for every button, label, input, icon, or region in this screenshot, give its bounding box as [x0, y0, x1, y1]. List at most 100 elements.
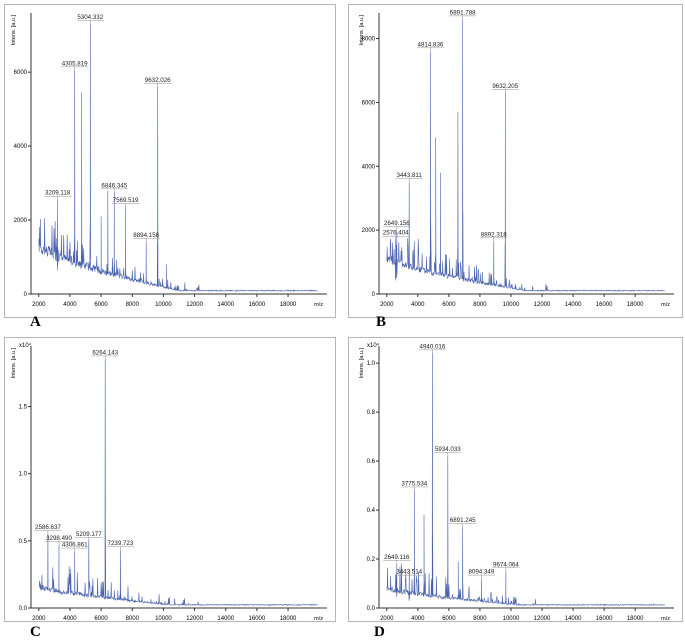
spectrum-panel-d: 2000 4000 6000 8000 10000 12000 14000 16000 1800…: [348, 337, 683, 622]
x-tick-label: 4000: [411, 302, 425, 308]
y-tick-label: 0.5: [19, 539, 28, 545]
peak-label: 9632.026: [145, 77, 171, 84]
x-tick-label: 10000: [503, 616, 520, 621]
y-axis-label: Intens. [a.u.]: [359, 15, 365, 46]
x-tick-label: 16000: [249, 302, 266, 308]
spectrum-chart-a: 2000 4000 6000 8000 10000 12000 14000 16000 1800…: [11, 13, 327, 308]
axes: 2000 4000 6000 8000 10000 12000 14000 16000 1800…: [359, 13, 674, 308]
x-tick-label: 12000: [186, 302, 203, 308]
peak-label: 4940.016: [420, 343, 446, 350]
peak-label: 5304.332: [77, 14, 103, 21]
peak-label: 8892.318: [481, 231, 507, 238]
y-tick-label: 1.0: [367, 361, 376, 367]
y-tick-label: 6000: [362, 100, 376, 106]
x-tick-label: 16000: [596, 302, 613, 308]
x-tick-label: 2000: [32, 616, 46, 621]
y-tick-label: 0.8: [367, 410, 376, 416]
x-axis-label: m/z: [314, 302, 323, 308]
x-tick-label: 4000: [63, 302, 77, 308]
y-tick-label: 2000: [14, 218, 28, 224]
y-tick-label: 0: [372, 292, 376, 298]
x-tick-label: 18000: [627, 616, 644, 621]
x-tick-label: 14000: [565, 302, 582, 308]
y-tick-label: 4000: [14, 144, 28, 150]
panel-letter-d: D: [374, 624, 385, 640]
peak-label: 5934.033: [435, 446, 461, 453]
x-tick-label: 10000: [503, 302, 520, 308]
peak-label: 5209.177: [76, 531, 102, 538]
x-tick-label: 12000: [186, 616, 203, 621]
y-tick-label: 1.5: [19, 404, 28, 410]
peak-label: 2649.156: [384, 220, 410, 227]
x-tick-label: 14000: [565, 616, 582, 621]
peak-label: 3209.118: [45, 190, 71, 197]
peak-label: 6264.143: [92, 349, 118, 356]
y-exponent-label: x10⁴: [19, 342, 32, 349]
x-tick-label: 8000: [126, 616, 140, 621]
peak-label: 4814.836: [418, 41, 444, 48]
x-tick-label: 10000: [155, 616, 172, 621]
spectrum-chart-c: 2000 4000 6000 8000 10000 12000 14000 16000 1800…: [11, 342, 327, 621]
x-tick-label: 2000: [380, 616, 394, 621]
x-tick-label: 4000: [63, 616, 77, 621]
x-tick-label: 18000: [627, 302, 644, 308]
peak-label: 8094.349: [468, 569, 494, 576]
x-tick-label: 6000: [442, 616, 456, 621]
y-axis-label: Intens. [a.u.]: [11, 15, 17, 46]
x-tick-label: 4000: [411, 616, 425, 621]
panel-letter-a: A: [30, 314, 41, 330]
x-tick-label: 14000: [217, 616, 234, 621]
y-tick-label: 4000: [362, 164, 376, 170]
y-axis-label: Intens. [a.u.]: [11, 348, 17, 379]
peak-label: 3775.534: [401, 480, 427, 487]
peak-label: 8894.158: [133, 232, 159, 239]
peak-label: 9674.064: [493, 561, 519, 568]
axes: 2000 4000 6000 8000 10000 12000 14000 16000 1800…: [11, 342, 327, 621]
peak-label: 6891.245: [450, 517, 476, 524]
x-tick-label: 8000: [473, 302, 487, 308]
y-tick-label: 0.0: [19, 606, 28, 612]
panel-letter-c: C: [30, 624, 41, 640]
y-tick-label: 0: [24, 292, 28, 298]
y-tick-label: 6000: [14, 70, 28, 76]
x-tick-label: 6000: [94, 302, 108, 308]
peak-label: 4305.819: [62, 60, 88, 67]
axes: 2000 4000 6000 8000 10000 12000 14000 16000 1800…: [11, 13, 327, 308]
peak-label: 7239.723: [108, 540, 134, 547]
x-tick-label: 14000: [217, 302, 234, 308]
x-tick-label: 8000: [126, 302, 140, 308]
x-tick-label: 12000: [534, 616, 551, 621]
x-tick-label: 18000: [280, 616, 297, 621]
x-tick-label: 2000: [380, 302, 394, 308]
y-tick-label: 1.0: [19, 472, 28, 478]
peak-label: 3443.811: [397, 172, 423, 179]
axes: 2000 4000 6000 8000 10000 12000 14000 16000 1800…: [359, 342, 674, 621]
peak-label: 2649.116: [384, 554, 410, 561]
peak-label: 2576.404: [383, 230, 409, 237]
peak-label: 2586.637: [35, 524, 61, 531]
x-tick-label: 16000: [249, 616, 266, 621]
x-tick-label: 16000: [596, 616, 613, 621]
y-tick-label: 0.2: [367, 557, 376, 563]
y-axis-label: Intens. [a.u.]: [359, 348, 365, 379]
peak-label: 7569.519: [113, 197, 139, 204]
x-axis-label: m/z: [661, 616, 670, 621]
y-tick-label: 8000: [362, 37, 376, 43]
spectrum-panel-b: 2000 4000 6000 8000 10000 12000 14000 16000 1800…: [348, 4, 683, 318]
x-tick-label: 6000: [442, 302, 456, 308]
y-tick-label: 2000: [362, 228, 376, 234]
y-tick-label: 0.6: [367, 459, 376, 465]
x-axis-label: m/z: [661, 302, 670, 308]
x-axis-label: m/z: [314, 616, 323, 621]
y-tick-label: 0.0: [367, 606, 376, 612]
x-tick-label: 8000: [473, 616, 487, 621]
spectrum-chart-b: 2000 4000 6000 8000 10000 12000 14000 16000 1800…: [359, 9, 674, 308]
peak-label: 9632.205: [492, 83, 518, 90]
x-tick-label: 12000: [534, 302, 551, 308]
x-tick-label: 10000: [155, 302, 172, 308]
peak-label: 3443.514: [396, 569, 422, 576]
spectrum-chart-d: 2000 4000 6000 8000 10000 12000 14000 16000 1800…: [359, 342, 674, 621]
spectrum-trace: [386, 353, 665, 607]
x-tick-label: 18000: [280, 302, 297, 308]
panel-letter-b: B: [376, 314, 387, 330]
